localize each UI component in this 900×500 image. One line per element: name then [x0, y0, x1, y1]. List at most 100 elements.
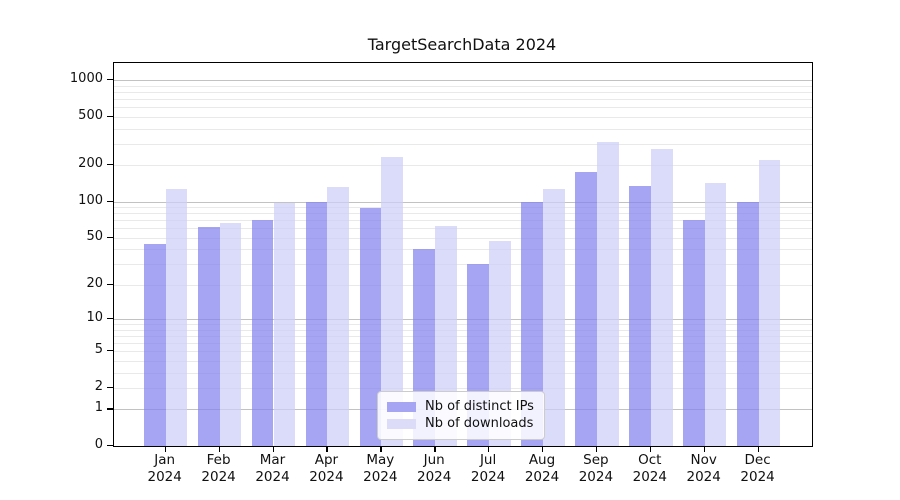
gridline-300: [114, 143, 812, 145]
ytick-label-100: 100: [78, 192, 103, 208]
legend-swatch-distinct-ips: [387, 401, 416, 412]
gridline-80: [114, 213, 812, 215]
xtick-label-jun: Jun 2024: [417, 452, 452, 485]
bar-ips-mar: [251, 220, 274, 446]
xtick-mark-mar: [272, 446, 274, 452]
xtick-label-aug: Aug 2024: [524, 452, 560, 485]
xtick-mark-sep: [595, 446, 598, 452]
xtick-mark-nov: [703, 446, 706, 452]
xtick-label-jan: Jan 2024: [147, 452, 182, 485]
ytick-label-200: 200: [78, 156, 103, 172]
ytick-mark-20: [107, 283, 113, 286]
gridline-30: [114, 264, 812, 266]
bar-ips-apr: [305, 201, 328, 446]
bar-downloads-sep: [596, 141, 619, 446]
xtick-label-feb: Feb 2024: [201, 452, 236, 485]
legend-label-distinct-ips: Nb of distinct IPs: [425, 399, 534, 414]
legend-label-downloads: Nb of downloads: [425, 416, 534, 431]
legend-swatch-downloads: [387, 418, 416, 429]
gridline-20: [114, 284, 812, 286]
ytick-label-5: 5: [94, 342, 103, 358]
legend-row-downloads: Nb of downloads: [387, 415, 535, 432]
gridline-6: [114, 342, 812, 344]
bar-ips-feb: [197, 227, 220, 446]
xtick-label-may: May 2024: [363, 452, 398, 485]
ytick-label-1: 1: [94, 400, 103, 416]
xtick-label-sep: Sep 2024: [578, 452, 614, 485]
ytick-mark-10: [107, 318, 113, 320]
legend: Nb of distinct IPs Nb of downloads: [377, 391, 545, 440]
xtick-label-apr: Apr 2024: [309, 452, 344, 485]
ytick-label-2: 2: [94, 378, 103, 394]
xtick-label-mar: Mar 2024: [255, 452, 290, 485]
gridline-3: [114, 372, 812, 374]
xtick-mark-jul: [488, 446, 490, 452]
gridline-5: [114, 351, 812, 353]
xtick-mark-jun: [434, 446, 436, 452]
bar-downloads-dec: [758, 160, 781, 446]
gridline-900: [114, 85, 812, 87]
ytick-mark-1: [107, 408, 113, 410]
ytick-mark-50: [107, 236, 113, 239]
ytick-mark-200: [107, 164, 113, 166]
gridline-8: [114, 329, 812, 331]
ytick-mark-2: [107, 386, 113, 389]
xtick-mark-apr: [326, 446, 328, 452]
gridline-1000: [114, 80, 812, 81]
bar-ips-nov: [682, 220, 705, 446]
gridline-400: [114, 128, 812, 130]
xtick-label-dec: Dec 2024: [740, 452, 775, 485]
bar-ips-may: [359, 208, 382, 446]
xtick-mark-dec: [757, 446, 759, 452]
xtick-mark-oct: [649, 446, 652, 452]
chart-title: TargetSearchData 2024: [367, 35, 557, 54]
xtick-label-oct: Oct 2024: [632, 452, 667, 485]
ytick-mark-500: [107, 115, 113, 118]
bar-downloads-oct: [650, 149, 673, 446]
bar-ips-sep: [575, 171, 597, 446]
legend-row-distinct-ips: Nb of distinct IPs: [387, 398, 535, 415]
xtick-mark-jan: [164, 446, 167, 452]
gridline-600: [114, 107, 812, 109]
ytick-label-0: 0: [94, 437, 103, 452]
bar-downloads-apr: [327, 187, 350, 446]
bar-downloads-feb: [219, 223, 242, 446]
gridline-50: [114, 237, 812, 239]
bar-downloads-nov: [704, 183, 727, 446]
gridline-60: [114, 228, 812, 230]
xtick-mark-may: [380, 446, 382, 452]
xtick-mark-aug: [542, 446, 544, 452]
bar-downloads-jan: [165, 189, 188, 446]
bar-downloads-mar: [273, 203, 296, 446]
gridline-7: [114, 335, 812, 337]
ytick-mark-1000: [107, 79, 113, 81]
bar-ips-aug: [521, 201, 543, 446]
gridline-700: [114, 98, 812, 100]
ytick-label-1000: 1000: [69, 71, 103, 86]
gridline-200: [114, 165, 812, 167]
ytick-mark-5: [107, 350, 113, 352]
gridline-10: [114, 319, 812, 320]
gridline-500: [114, 116, 812, 118]
bar-ips-dec: [736, 201, 759, 446]
ytick-label-500: 500: [78, 107, 103, 123]
bar-downloads-may: [381, 157, 404, 446]
ytick-label-50: 50: [86, 228, 103, 244]
gridline-800: [114, 91, 812, 93]
bar-ips-jan: [143, 244, 166, 446]
bar-downloads-jun: [435, 225, 457, 446]
plot-area: [113, 62, 813, 447]
bar-ips-oct: [629, 185, 651, 446]
ytick-mark-0: [107, 445, 113, 447]
ytick-mark-100: [107, 200, 113, 202]
gridline-2: [114, 387, 812, 389]
gridline-4: [114, 360, 812, 362]
gridline-70: [114, 220, 812, 222]
xtick-label-nov: Nov 2024: [686, 452, 721, 485]
gridline-40: [114, 249, 812, 251]
ytick-label-20: 20: [86, 275, 103, 291]
gridline-90: [114, 207, 812, 209]
xtick-mark-feb: [218, 446, 220, 452]
ytick-label-10: 10: [86, 310, 103, 325]
